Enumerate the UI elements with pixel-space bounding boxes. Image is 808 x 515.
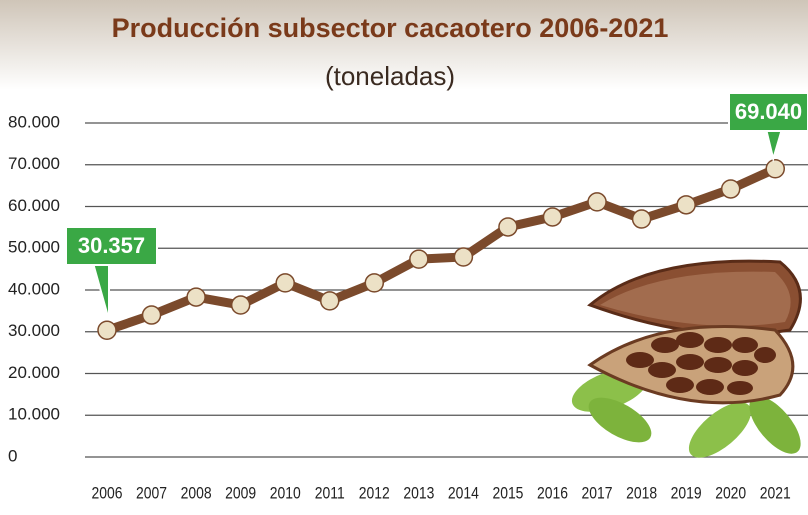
x-tick-label: 2021 [760, 484, 791, 503]
x-tick-label: 2012 [359, 484, 390, 503]
y-tick-label: 80.000 [8, 112, 60, 131]
x-tick-label: 2014 [448, 484, 479, 503]
y-tick-label: 50.000 [8, 238, 60, 257]
marker [588, 193, 606, 211]
y-tick-label: 60.000 [8, 196, 60, 215]
value-label: 69.040 [735, 99, 802, 124]
y-tick-label: 0 [8, 446, 17, 465]
marker [410, 250, 428, 268]
x-tick-label: 2010 [270, 484, 301, 503]
marker [143, 306, 161, 324]
chart: Producción subsector cacaotero 2006-2021… [0, 0, 808, 510]
y-tick-label: 10.000 [8, 405, 60, 424]
callout-pointer [93, 263, 109, 320]
marker [187, 288, 205, 306]
y-tick-label: 30.000 [8, 321, 60, 340]
marker [544, 208, 562, 226]
x-tick-label: 2008 [181, 484, 212, 503]
x-tick-label: 2013 [403, 484, 434, 503]
cacao-illustration [566, 261, 808, 467]
y-tick-label: 20.000 [8, 363, 60, 382]
x-tick-label: 2006 [92, 484, 123, 503]
x-tick-label: 2009 [225, 484, 256, 503]
x-tick-label: 2020 [715, 484, 746, 503]
marker [98, 321, 116, 339]
x-tick-label: 2007 [136, 484, 167, 503]
marker [722, 180, 740, 198]
x-tick-label: 2011 [315, 484, 345, 503]
marker [633, 210, 651, 228]
y-tick-label: 70.000 [8, 154, 60, 173]
callout-pointer [766, 129, 782, 159]
y-tick-label: 40.000 [8, 279, 60, 298]
x-tick-label: 2016 [537, 484, 568, 503]
marker [232, 296, 250, 314]
marker [677, 196, 695, 214]
value-label: 30.357 [78, 233, 145, 258]
chart-title: Producción subsector cacaotero 2006-2021 [112, 13, 669, 43]
x-tick-label: 2015 [492, 484, 523, 503]
marker [365, 274, 383, 292]
chart-subtitle: (toneladas) [325, 61, 455, 91]
x-tick-label: 2019 [671, 484, 702, 503]
marker [766, 160, 784, 178]
x-tick-label: 2018 [626, 484, 657, 503]
marker [276, 274, 294, 292]
x-tick-label: 2017 [582, 484, 613, 503]
marker [321, 292, 339, 310]
marker [454, 248, 472, 266]
marker [499, 218, 517, 236]
